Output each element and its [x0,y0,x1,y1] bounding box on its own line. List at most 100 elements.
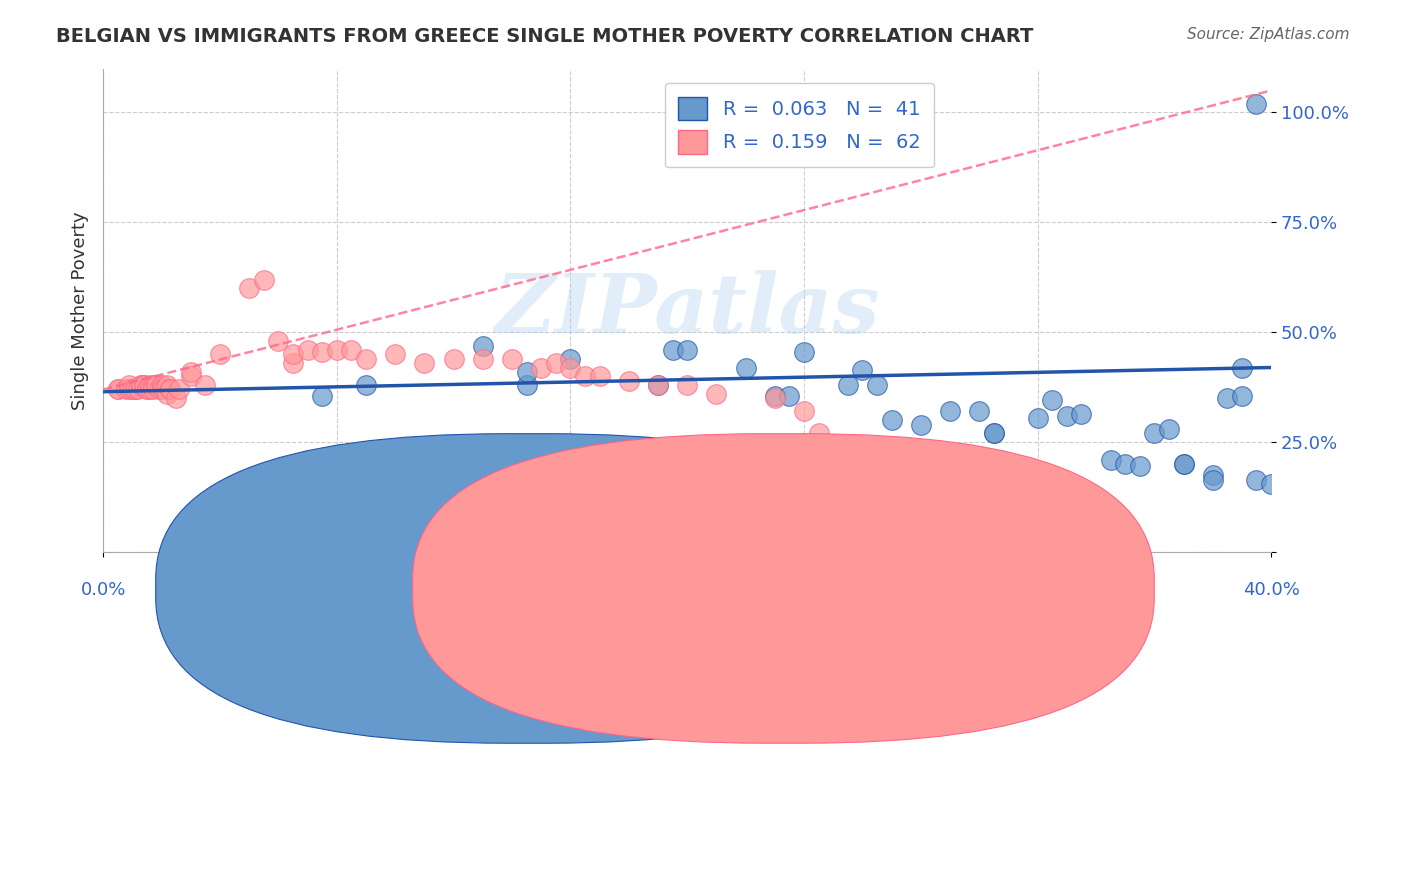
Point [530,360,553,375]
Point [793,404,815,418]
Point [281,356,304,370]
Point [150,383,173,397]
Text: Immigrants from Greece: Immigrants from Greece [717,596,938,614]
Point [1143,426,1166,441]
Point [180,369,202,384]
Point [267,334,290,348]
Point [704,387,727,401]
Text: BELGIAN VS IMMIGRANTS FROM GREECE SINGLE MOTHER POVERTY CORRELATION CHART: BELGIAN VS IMMIGRANTS FROM GREECE SINGLE… [56,27,1033,45]
Point [515,378,537,392]
Point [238,281,260,295]
Point [851,362,873,376]
Point [136,383,159,397]
Text: 40.0%: 40.0% [1243,582,1299,599]
Point [1260,477,1282,491]
Point [676,378,699,392]
Point [281,347,304,361]
Point [471,338,494,352]
Point [132,378,155,392]
Point [118,378,141,392]
Point [115,383,138,397]
Point [617,374,640,388]
Point [340,343,363,357]
Point [647,378,669,392]
Point [208,347,231,361]
Text: 0.0%: 0.0% [80,582,125,599]
Point [1040,393,1063,408]
Point [311,389,333,403]
Point [1157,422,1180,436]
Point [180,365,202,379]
Point [107,383,129,397]
Text: Source: ZipAtlas.com: Source: ZipAtlas.com [1187,27,1350,42]
Text: ZIPatlas: ZIPatlas [495,270,880,351]
Point [139,383,162,397]
Point [253,272,276,286]
Point [574,369,596,384]
Point [124,383,146,397]
Point [880,413,903,427]
Point [1173,457,1195,471]
Point [384,347,406,361]
Point [107,383,129,397]
Point [515,365,537,379]
Point [807,426,830,441]
Point [560,360,582,375]
Text: Belgians: Belgians [526,596,603,614]
Point [1246,473,1268,487]
Point [910,417,932,432]
Point [145,378,167,392]
Point [1202,473,1225,487]
Point [139,378,162,392]
Point [1230,360,1253,375]
Point [136,383,159,397]
Point [1202,468,1225,483]
Point [1114,457,1136,471]
Point [156,378,179,392]
Point [647,378,669,392]
Point [124,383,146,397]
Point [194,378,217,392]
Point [1173,457,1195,471]
Point [129,378,152,392]
Point [763,389,786,403]
Point [1246,96,1268,111]
Point [501,351,523,366]
Point [142,378,165,392]
Point [127,383,149,397]
Point [129,378,152,392]
Point [778,389,800,403]
Point [1129,459,1152,474]
Point [165,392,187,406]
Y-axis label: Single Mother Poverty: Single Mother Poverty [72,211,89,409]
Point [311,345,333,359]
Point [661,343,683,357]
Point [560,351,582,366]
Point [588,369,610,384]
Point [413,356,436,370]
Point [471,351,494,366]
Point [544,356,567,370]
Point [983,426,1005,441]
Point [793,345,815,359]
Point [354,351,377,366]
FancyBboxPatch shape [412,434,1154,743]
Point [159,383,181,397]
Point [983,426,1005,441]
Point [866,378,889,392]
Point [734,360,756,375]
Point [1099,453,1122,467]
Point [150,378,173,392]
Point [145,378,167,392]
Point [159,383,181,397]
FancyBboxPatch shape [156,434,897,743]
Point [1026,411,1049,425]
Point [1230,389,1253,403]
Point [118,383,141,397]
Point [121,383,143,397]
Point [132,378,155,392]
Point [1216,392,1239,406]
Point [763,392,786,406]
Point [167,383,190,397]
Point [443,351,465,366]
